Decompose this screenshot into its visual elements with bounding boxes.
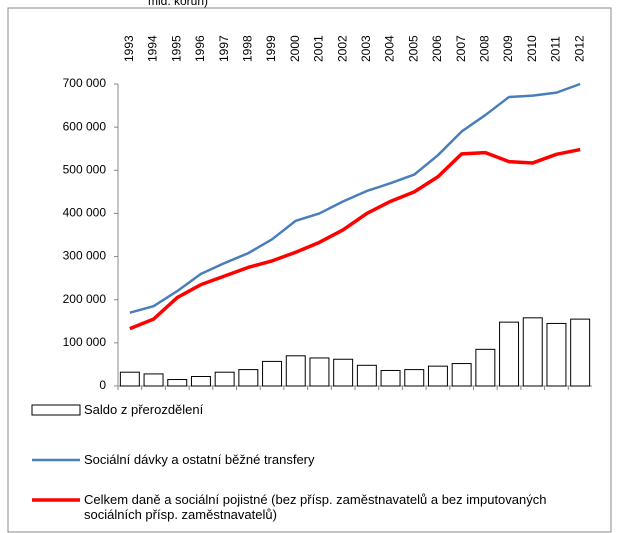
frame: [7, 7, 612, 533]
y-tick-label: 500 000: [63, 162, 107, 176]
chart-title: mld. korun): [148, 0, 208, 8]
x-tick-label: 2012: [572, 35, 586, 62]
bar: [451, 363, 472, 387]
bar: [404, 369, 425, 387]
x-tick-label: 2004: [383, 35, 397, 62]
bar: [285, 355, 306, 387]
x-tick-label: 2003: [359, 35, 373, 62]
bar: [214, 371, 235, 387]
bar: [499, 321, 520, 387]
legend-label: Saldo z přerozdělení: [84, 402, 204, 417]
x-tick-label: 2001: [312, 35, 326, 62]
legend-label: Celkem daně a sociální pojistné (bez pří…: [84, 492, 547, 522]
x-tick-label: 1996: [193, 35, 207, 62]
bar: [570, 318, 591, 387]
x-tick-label: 1993: [122, 35, 136, 62]
x-tick-label: 1999: [264, 35, 278, 62]
bar: [380, 369, 401, 387]
x-tick-label: 2002: [335, 35, 349, 62]
legend-swatch: [31, 404, 81, 416]
x-tick-label: 1998: [241, 35, 255, 62]
bar: [119, 371, 140, 387]
bar: [238, 369, 259, 387]
bar: [143, 373, 164, 387]
x-tick-label: 2006: [430, 35, 444, 62]
line: [129, 82, 581, 314]
x-tick-label: 1995: [169, 35, 183, 62]
y-tick-label: 400 000: [63, 206, 107, 220]
x-tick-label: 2000: [288, 35, 302, 62]
bar: [356, 364, 377, 387]
bar: [427, 365, 448, 387]
bar: [262, 360, 283, 387]
bar: [333, 358, 354, 387]
bar: [190, 376, 211, 387]
y-tick-label: 200 000: [63, 292, 107, 306]
x-tick-label: 2011: [549, 36, 563, 62]
x-tick-label: 2005: [406, 35, 420, 62]
bar: [475, 348, 496, 387]
x-tick-label: 2008: [478, 35, 492, 62]
x-tick-label: 1997: [217, 35, 231, 62]
x-tick-label: 2009: [501, 35, 515, 62]
legend-label: Sociální dávky a ostatní běžné transfery: [84, 452, 315, 467]
x-tick-label: 2007: [454, 35, 468, 62]
x-tick-label: 1994: [146, 35, 160, 62]
bar: [546, 322, 567, 387]
y-tick-label: 700 000: [63, 76, 107, 90]
bar: [167, 379, 188, 387]
bar: [522, 317, 543, 387]
y-tick-label: 100 000: [63, 335, 107, 349]
y-tick-label: 300 000: [63, 249, 107, 263]
x-tick-label: 2010: [525, 35, 539, 62]
bar: [309, 357, 330, 387]
line: [129, 147, 581, 331]
y-tick-label: 600 000: [63, 119, 107, 133]
y-tick-label: 0: [99, 378, 106, 392]
